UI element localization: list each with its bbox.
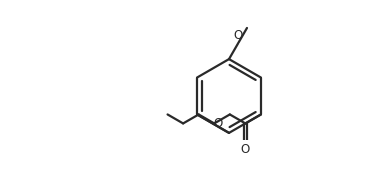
Text: O: O [214, 117, 223, 130]
Text: O: O [233, 29, 242, 42]
Text: O: O [241, 143, 250, 156]
